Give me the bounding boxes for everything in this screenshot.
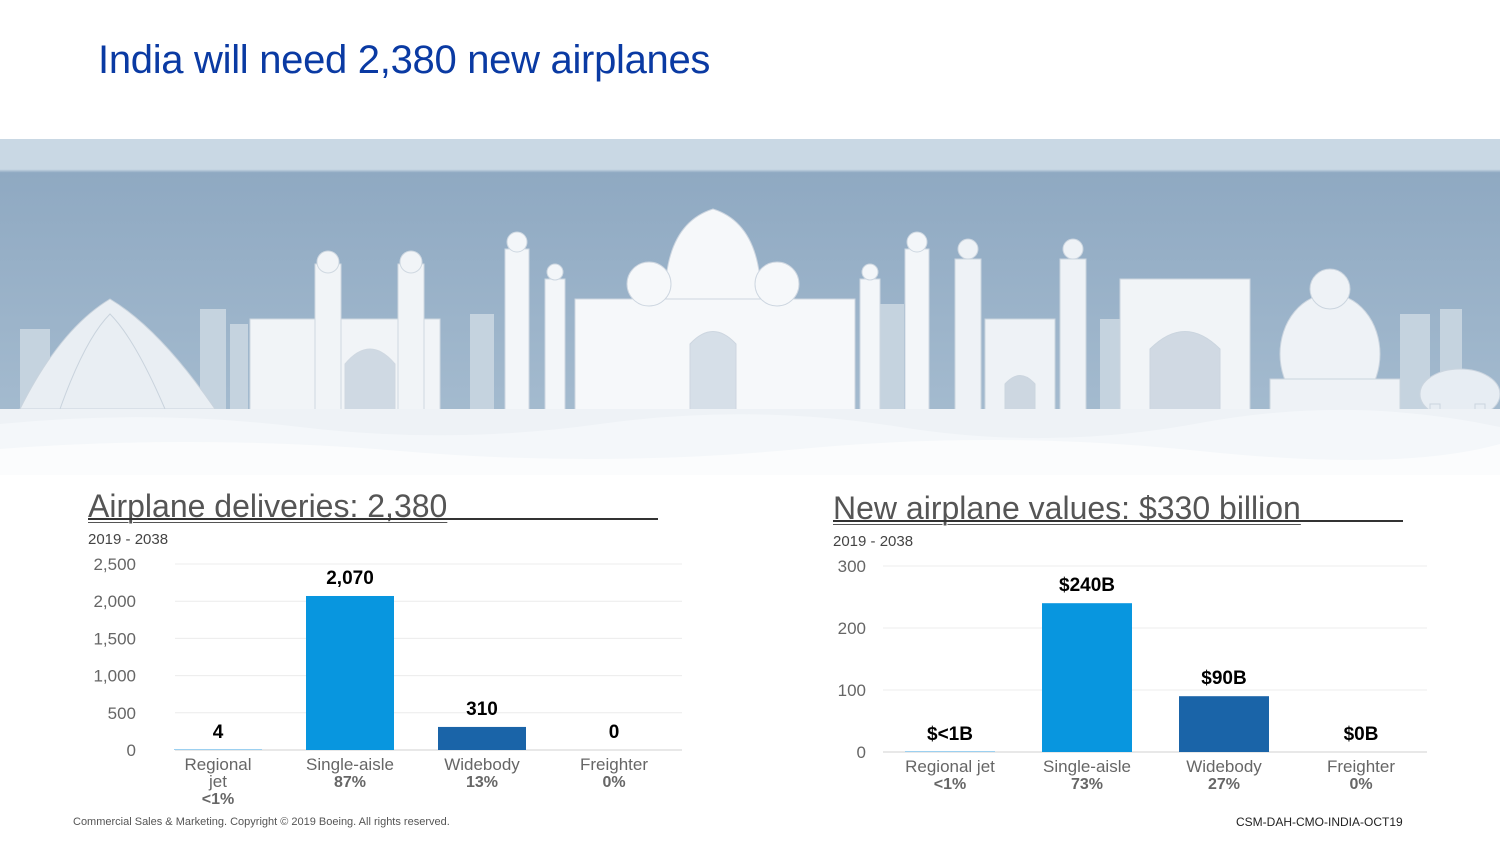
bar-regional-jet bbox=[174, 749, 262, 750]
bar-regional-jet bbox=[905, 751, 995, 752]
slide-title: India will need 2,380 new airplanes bbox=[98, 38, 711, 82]
data-label: $0B bbox=[1344, 724, 1379, 745]
data-label: 310 bbox=[466, 699, 498, 720]
y-tick-label: 300 bbox=[838, 557, 866, 576]
data-label: 0 bbox=[609, 722, 620, 743]
category-share: <1% bbox=[202, 791, 234, 808]
category-share: 13% bbox=[466, 774, 498, 791]
y-tick-label: 2,000 bbox=[93, 592, 136, 611]
category-share: <1% bbox=[934, 776, 966, 793]
data-label: 4 bbox=[213, 722, 224, 743]
bar-widebody bbox=[438, 726, 526, 750]
y-tick-label: 500 bbox=[108, 704, 136, 723]
y-tick-label: 200 bbox=[838, 619, 866, 638]
data-label: $240B bbox=[1059, 575, 1115, 596]
data-label: 2,070 bbox=[326, 568, 374, 589]
category-label: Freighter bbox=[1327, 757, 1395, 776]
category-label: Single-aisle bbox=[1043, 757, 1131, 776]
data-label: $90B bbox=[1201, 668, 1246, 689]
category-share: 0% bbox=[602, 774, 625, 791]
category-label: jet bbox=[208, 772, 227, 791]
document-code: CSM-DAH-CMO-INDIA-OCT19 bbox=[1236, 815, 1403, 829]
chart2-subtitle: 2019 - 2038 bbox=[833, 533, 914, 550]
category-share: 0% bbox=[1349, 776, 1372, 793]
category-share: 73% bbox=[1071, 776, 1103, 793]
bar-single-aisle bbox=[306, 595, 394, 750]
category-label: Widebody bbox=[444, 755, 520, 774]
data-label: $<1B bbox=[927, 724, 973, 745]
chart1-subtitle: 2019 - 2038 bbox=[88, 531, 169, 548]
values-bar-chart: 0 100 200 300 $<1B Regional jet<1% $240B Single… bbox=[838, 557, 1427, 793]
category-label: Regional jet bbox=[905, 757, 995, 776]
bar-single-aisle bbox=[1042, 603, 1132, 752]
category-label: Regional bbox=[184, 755, 251, 774]
chart2-title-rule bbox=[833, 520, 1403, 522]
category-share: 27% bbox=[1208, 776, 1240, 793]
y-tick-label: 2,500 bbox=[93, 555, 136, 574]
y-tick-label: 0 bbox=[857, 743, 866, 762]
category-share: 87% bbox=[334, 774, 366, 791]
y-tick-label: 1,000 bbox=[93, 667, 136, 686]
copyright-footer: Commercial Sales & Marketing. Copyright … bbox=[73, 816, 450, 828]
y-tick-label: 100 bbox=[838, 681, 866, 700]
bar-widebody bbox=[1179, 696, 1269, 752]
y-tick-label: 1,500 bbox=[93, 629, 136, 648]
category-label: Widebody bbox=[1186, 757, 1262, 776]
chart1-title-rule bbox=[88, 518, 658, 520]
category-label: Freighter bbox=[580, 755, 648, 774]
y-tick-label: 0 bbox=[127, 741, 136, 760]
category-label: Single-aisle bbox=[306, 755, 394, 774]
india-skyline-illustration bbox=[0, 139, 1500, 475]
